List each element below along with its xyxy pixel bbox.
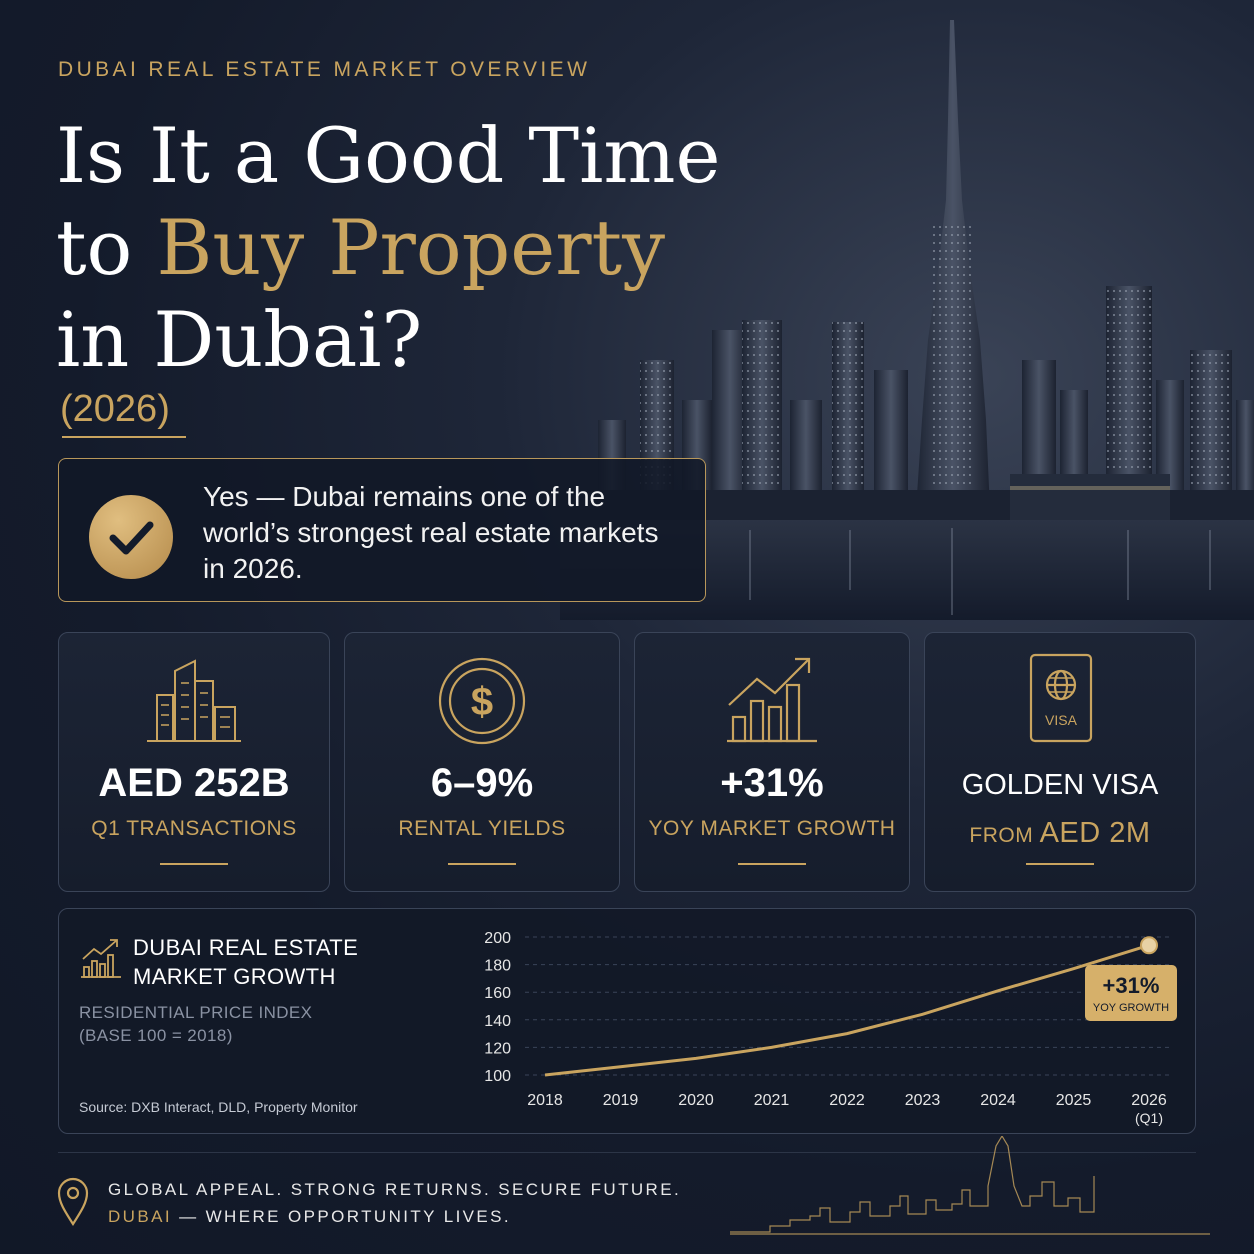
- svg-text:VISA: VISA: [1045, 712, 1078, 728]
- stat-value: +31%: [720, 761, 824, 805]
- answer-box: Yes — Dubai remains one of the world’s s…: [58, 458, 706, 602]
- footer-tagline: GLOBAL APPEAL. STRONG RETURNS. SECURE FU…: [108, 1180, 682, 1199]
- chart-subtitle-line1: RESIDENTIAL PRICE INDEX: [79, 1003, 313, 1022]
- chart-subtitle: RESIDENTIAL PRICE INDEX (BASE 100 = 2018…: [79, 1001, 312, 1047]
- headline-highlight: Buy Property: [156, 203, 666, 292]
- stat-card-yields: $ 6–9% RENTAL YIELDS: [344, 632, 620, 892]
- stat-label-prefix: FROM: [969, 824, 1040, 847]
- y-tick-label: 140: [484, 1013, 511, 1030]
- stat-divider: [448, 863, 516, 865]
- year-underline: [62, 436, 186, 438]
- y-tick-label: 100: [484, 1068, 511, 1085]
- buildings-icon: [147, 659, 241, 742]
- headline-line2-prefix: to: [56, 203, 157, 292]
- x-tick-label: 2024: [980, 1092, 1016, 1109]
- y-tick-label: 160: [484, 985, 511, 1002]
- stat-card-transactions: AED 252B Q1 TRANSACTIONS: [58, 632, 330, 892]
- callout-label: YOY GROWTH: [1093, 1002, 1169, 1014]
- answer-text: Yes — Dubai remains one of the world’s s…: [203, 481, 659, 584]
- chart-title-line1: DUBAI REAL ESTATE: [133, 935, 359, 960]
- chart-title-line2: MARKET GROWTH: [133, 964, 336, 989]
- stat-label: Q1 TRANSACTIONS: [91, 817, 297, 840]
- headline-line3: in Dubai?: [56, 295, 423, 384]
- stat-label: YOY MARKET GROWTH: [648, 817, 896, 840]
- stat-label: RENTAL YIELDS: [398, 817, 566, 840]
- stat-card-growth: +31% YOY MARKET GROWTH: [634, 632, 910, 892]
- growth-chart-icon: [727, 657, 817, 743]
- stat-label: FROM AED 2M: [925, 817, 1195, 850]
- x-tick-label: 2018: [527, 1092, 563, 1109]
- x-tick-label: 2023: [905, 1092, 941, 1109]
- footer-divider: [58, 1152, 1196, 1153]
- stat-value: GOLDEN VISA: [961, 769, 1159, 801]
- price-index-line: [544, 943, 1150, 1077]
- stat-card-golden-visa: VISA GOLDEN VISA FROM AED 2M: [924, 632, 1196, 892]
- price-index-line-chart: 100 120 140 160 180 200 2018 2019 2020 2021 2022 2…: [484, 930, 1177, 1126]
- chart-source: Source: DXB Interact, DLD, Property Moni…: [79, 1099, 358, 1115]
- footer-slogan-rest: — WHERE OPPORTUNITY LIVES.: [171, 1207, 512, 1226]
- x-tick-label: 2021: [754, 1092, 790, 1109]
- stat-divider: [738, 863, 806, 865]
- chart-title: DUBAI REAL ESTATE MARKET GROWTH: [133, 933, 358, 991]
- x-tick-label: 2020: [678, 1092, 714, 1109]
- x-tick-label: 2026: [1131, 1092, 1167, 1109]
- svg-text:$: $: [471, 680, 493, 724]
- y-tick-label: 120: [484, 1040, 511, 1057]
- headline: Is It a Good Time to Buy Property in Dub…: [56, 110, 816, 386]
- eyebrow-label: DUBAI REAL ESTATE MARKET OVERVIEW: [58, 58, 591, 81]
- skyline-outline-icon: [730, 1136, 1210, 1235]
- footer-slogan: DUBAI — WHERE OPPORTUNITY LIVES.: [108, 1207, 511, 1227]
- growth-callout: +31% YOY GROWTH: [1085, 965, 1177, 1021]
- stat-divider: [160, 863, 228, 865]
- headline-line1: Is It a Good Time: [56, 111, 721, 200]
- latest-data-point: [1140, 936, 1158, 955]
- x-tick-label: 2019: [603, 1092, 639, 1109]
- footer-slogan-highlight: DUBAI: [108, 1207, 172, 1226]
- dollar-coin-icon: $: [438, 657, 526, 745]
- y-tick-label: 180: [484, 958, 511, 975]
- check-icon: [89, 495, 173, 579]
- chart-growth-icon: [81, 939, 121, 978]
- x-tick-label: 2025: [1056, 1092, 1092, 1109]
- callout-value: +31%: [1103, 973, 1160, 998]
- location-pin-icon: [57, 1177, 89, 1227]
- dubai-skyline-photo: [560, 20, 1254, 620]
- stat-value: AED 252B: [98, 761, 290, 805]
- stat-divider: [1026, 863, 1094, 865]
- stat-label-highlight: AED 2M: [1039, 817, 1151, 849]
- stat-value: 6–9%: [430, 761, 534, 805]
- x-tick-label: 2022: [829, 1092, 865, 1109]
- chart-subtitle-line2: (BASE 100 = 2018): [79, 1026, 233, 1045]
- year-label: (2026): [60, 388, 170, 430]
- chart-panel: DUBAI REAL ESTATE MARKET GROWTH RESIDENT…: [58, 908, 1196, 1134]
- passport-visa-icon: VISA: [1029, 653, 1093, 743]
- x-tick-sublabel: (Q1): [1135, 1110, 1163, 1126]
- y-tick-label: 200: [484, 930, 511, 947]
